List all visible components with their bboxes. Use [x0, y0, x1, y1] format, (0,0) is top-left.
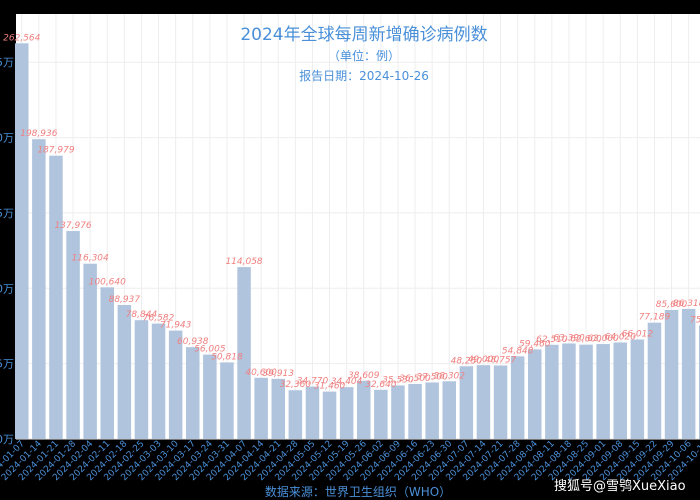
bar-value-label: 187,979: [37, 146, 74, 156]
bar: [186, 347, 200, 439]
bar: [271, 378, 285, 439]
bar: [339, 387, 354, 439]
bar: [391, 385, 405, 439]
bar: [442, 381, 456, 439]
y-tick-label: 5万: [0, 358, 14, 371]
bar-value-label: 38,302: [434, 371, 466, 381]
bar-value-label: 116,304: [72, 254, 109, 264]
bar: [596, 344, 610, 439]
y-tick-label: 0万: [0, 433, 14, 446]
bar-value-label: 62,600: [570, 335, 602, 345]
bar-value-label: 38,609: [348, 371, 380, 381]
bar-value-label: 77,189: [639, 313, 671, 323]
bar-value-label: 88,937: [109, 295, 141, 305]
bar-value-label: 34,404: [331, 377, 363, 387]
bar-value-label: 31,460: [314, 382, 346, 392]
data-labels: 262,564 198,936 187,979 137,976 116,304 100,6…: [3, 33, 700, 391]
bar-value-label: 34,770: [297, 377, 329, 387]
bar-value-label: 60,938: [177, 337, 209, 347]
bar: [630, 339, 645, 439]
bar-value-label: 66,012: [622, 330, 654, 340]
source-note: 数据来源：世界卫生组织（WHO）: [265, 484, 451, 499]
bar: [203, 354, 217, 439]
bar: [254, 377, 268, 439]
bar-value-label: 50,818: [211, 352, 243, 362]
bar: [425, 382, 439, 439]
bar-value-label: 37,500: [416, 372, 448, 382]
bar: [32, 139, 46, 439]
bar: [545, 344, 559, 439]
chart-subtitle: （单位：例）: [328, 48, 400, 63]
y-tick-label: 20万: [0, 132, 14, 145]
bar: [134, 320, 149, 439]
bar-value-label: 35,530: [382, 375, 414, 385]
bar-value-label: 262,564: [3, 33, 40, 43]
bar-value-label: 86,318: [673, 299, 700, 309]
bar: [408, 383, 422, 439]
y-tick-label: 10万: [0, 282, 14, 295]
y-tick-label: 25万: [0, 56, 14, 69]
bar-value-label: 85,600: [656, 300, 688, 310]
bar-value-label: 198,936: [20, 129, 57, 139]
bar: [305, 386, 320, 439]
bar: [613, 342, 627, 439]
bar-value-label: 48,757: [485, 356, 517, 366]
y-tick-label: 15万: [0, 207, 14, 220]
bar: [168, 330, 183, 439]
bar: [83, 263, 97, 439]
bar: [579, 344, 593, 439]
bar-value-label: 54,848: [502, 346, 534, 356]
bar: [66, 231, 80, 439]
bar-value-label: 32,360: [280, 380, 312, 390]
bar-value-label: 39,913: [263, 369, 295, 379]
bar-value-label: 78,844: [126, 310, 158, 320]
bar-value-label: 63,390: [553, 333, 585, 343]
bar: [100, 287, 114, 439]
watermark-text: 搜狐号@雪鸮XueXiao: [554, 479, 686, 494]
bar-value-label: 56,005: [194, 345, 226, 355]
bar-value-label: 49,000: [468, 355, 500, 365]
bar: [664, 309, 679, 439]
bar: [647, 322, 662, 439]
bar: [510, 356, 525, 439]
bar: [237, 267, 251, 439]
bar: [476, 365, 491, 439]
bar: [322, 391, 337, 439]
bar: [374, 389, 388, 439]
x-axis-ticks: 2024-01-072024-01-142024-01-212024-01-28…: [0, 439, 700, 483]
bar: [49, 155, 63, 440]
bar: [562, 343, 576, 439]
bar-value-label: 71,943: [160, 321, 192, 331]
bar-value-label: 36,500: [399, 374, 431, 384]
bar: [459, 366, 474, 439]
bar-value-label: 32,640: [365, 380, 397, 390]
bar: [528, 349, 542, 439]
bar-value-label: 62,510: [536, 335, 568, 345]
bar-series: [15, 43, 700, 440]
bar: [15, 43, 29, 440]
bar: [357, 380, 371, 439]
bar: [151, 323, 166, 439]
bar-value-label: 59,460: [519, 339, 551, 349]
bar-value-label: 114,058: [225, 257, 262, 267]
bar-value-label: 137,976: [54, 221, 91, 231]
bar-value-label: 75,320: [690, 315, 700, 325]
bar: [220, 362, 234, 439]
bar: [493, 365, 508, 439]
report-date: 报告日期：2024-10-26: [299, 68, 429, 83]
bar-value-label: 64,020: [605, 333, 637, 343]
bar-value-label: 48,250: [451, 356, 483, 366]
bar-value-label: 100,640: [89, 277, 126, 287]
chart-title: 2024年全球每周新增确诊病例数: [240, 25, 487, 45]
bar-value-label: 76,582: [143, 314, 175, 324]
bar: [681, 308, 696, 439]
bar: [117, 304, 132, 439]
y-axis-ticks: 0万 5万 10万 15万 20万 25万: [0, 56, 14, 446]
bar-value-label: 40,600: [245, 368, 277, 378]
bar: [288, 390, 303, 439]
bar-value-label: 63,000: [587, 334, 619, 344]
